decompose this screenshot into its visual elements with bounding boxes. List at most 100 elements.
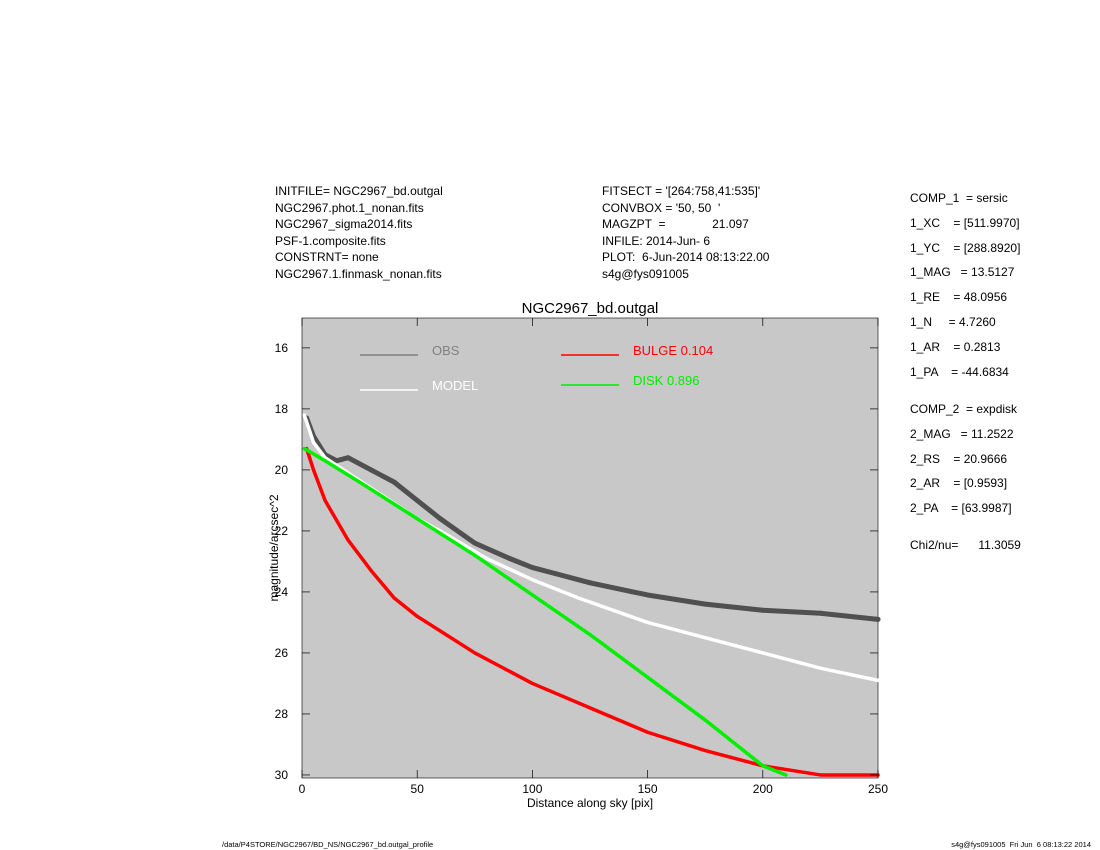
data-point-model [876,678,880,682]
component-param-14: Chi2/nu= 11.3059 [910,538,1021,553]
component-param-9: COMP_2 = expdisk [910,401,1018,416]
data-point-obs [760,607,766,613]
header-left-block: INITFILE= NGC2967_bd.outgal NGC2967.phot.… [275,183,443,283]
x-tick-label: 0 [299,782,306,796]
y-tick-label: 18 [275,402,289,416]
y-tick-label: 24 [275,585,289,599]
data-point-disk [473,553,477,557]
component-param-7: 1_AR = 0.2813 [910,339,1001,354]
header-mid-line-1: FITSECT = '[264:758,41:535]' [602,184,761,198]
x-tick-label: 100 [522,782,542,796]
y-tick-label: 30 [275,768,289,782]
component-param-11: 2_RS = 20.9666 [910,451,1008,466]
header-middle-block: FITSECT = '[264:758,41:535]' CONVBOX = '5… [602,183,769,283]
header-mid-line-3: MAGZPT = 21.097 [602,217,749,232]
header-left-line-4: PSF-1.composite.fits [275,233,386,248]
data-point-bulge [588,706,592,710]
legend-label-model: MODEL [432,378,478,393]
data-point-model [576,596,581,600]
data-point-bulge [415,614,419,618]
footer-timestamp: s4g@fys091005 Fri Jun 6 08:13:22 2014 [951,840,1091,849]
data-point-obs [368,467,374,473]
data-point-disk [358,480,362,484]
x-tick-label: 200 [753,782,773,796]
data-point-obs [875,616,881,622]
legend: OBS MODEL BULGE 0.104 DISK 0.896 [360,343,713,393]
data-point-obs [645,592,651,598]
data-point-bulge [323,498,327,503]
component-param-1: COMP_1 = sersic [910,191,1008,205]
legend-label-obs: OBS [432,343,460,358]
y-tick-label: 26 [275,646,289,660]
y-tick-label: 20 [275,463,289,477]
data-point-obs [587,580,593,586]
header-left-line-2: NGC2967.phot.1_nonan.fits [275,200,424,215]
data-point-obs [472,540,478,546]
header-left-line-6: NGC2967.1.finmask_nonan.fits [275,266,442,281]
data-point-bulge [473,651,477,655]
header-left-line-5: CONSTRNT= none [275,250,379,265]
x-tick-label: 150 [638,782,658,796]
data-point-bulge [346,538,350,542]
component-param-6: 1_N = 4.7260 [910,315,996,329]
chart-title: NGC2967_bd.outgal [522,300,659,317]
x-axis-label: Distance along sky [pix] [527,796,653,810]
data-point-model [818,666,823,670]
data-point-bulge [392,596,396,600]
y-tick-label: 16 [275,341,289,355]
data-point-model [530,578,535,582]
component-param-3: 1_YC = [288.8920] [910,240,1021,255]
data-point-disk [530,593,535,597]
y-tick-label: 28 [275,707,289,721]
header-left-line-1: INITFILE= NGC2967_bd.outgal [275,184,443,198]
data-point-bulge [818,773,823,777]
data-point-obs [345,455,351,461]
component-param-5: 1_RE = 48.0956 [910,290,1008,305]
component-param-2: 1_XC = [511.9970] [910,215,1020,230]
data-point-bulge [703,748,707,753]
data-point-obs [817,610,823,616]
data-point-disk [703,718,707,722]
data-point-obs [529,565,535,571]
series-line-model [302,413,880,683]
component-param-10: 2_MAG = 11.2522 [910,426,1014,441]
footer-path: /data/P4STORE/NGC2967/BD_NS/NGC2967_bd.o… [222,840,434,849]
data-point-disk [323,459,327,463]
legend-label-bulge: BULGE 0.104 [633,343,713,358]
data-point-obs [552,571,558,577]
header-left-line-3: NGC2967_sigma2014.fits [275,217,413,232]
data-point-model [302,413,306,417]
axes-layer: 0 50 100 150 200 250 16 18 20 22 24 26 28 30 [275,318,888,796]
data-point-obs [506,555,512,561]
data-point-obs [437,516,443,522]
component-param-13: 2_PA = [63.9987] [910,501,1012,516]
data-point-model [703,636,707,640]
y-axis-label: magnitude/arcsec^2 [267,494,281,601]
data-point-bulge [530,681,535,686]
data-point-bulge [369,568,373,573]
data-point-obs [702,601,708,607]
header-mid-line-2: CONVBOX = '50, 50 ' [602,200,721,215]
data-point-model [484,556,488,560]
data-point-model [646,620,650,625]
data-point-disk [646,675,650,679]
component-param-8: 1_PA = -44.6834 [910,364,1009,379]
plot-area [301,317,879,779]
header-mid-line-6: s4g@fys091005 [602,266,689,281]
data-point-bulge [646,730,650,734]
component-param-12: 2_AR = [0.9593] [910,476,1008,491]
data-point-disk [302,446,306,451]
data-point-model [311,440,316,445]
data-point-disk [415,517,419,521]
data-point-disk [588,633,592,637]
series-layer [302,413,881,777]
data-point-obs [414,497,420,503]
data-point-obs [391,479,397,485]
header-mid-line-4: INFILE: 2014-Jun- 6 [602,233,711,248]
data-point-model [761,651,765,655]
y-tick-label: 22 [275,524,289,538]
x-tick-label: 50 [411,782,425,796]
data-point-obs [334,458,340,464]
data-point-disk [761,764,765,768]
